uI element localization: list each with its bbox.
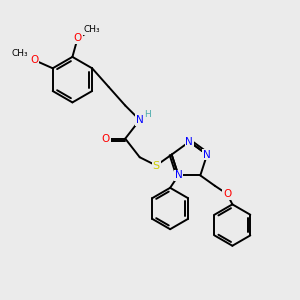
Text: N: N	[175, 170, 182, 180]
Text: N: N	[136, 115, 144, 125]
Text: O: O	[101, 134, 110, 144]
Text: O: O	[30, 55, 38, 65]
Text: N: N	[185, 137, 193, 147]
Text: H: H	[145, 110, 152, 119]
Text: O: O	[223, 189, 231, 199]
Text: N: N	[203, 150, 211, 160]
Text: CH₃: CH₃	[11, 49, 28, 58]
Text: S: S	[153, 160, 160, 170]
Text: O: O	[74, 33, 82, 43]
Text: CH₃: CH₃	[84, 26, 100, 34]
